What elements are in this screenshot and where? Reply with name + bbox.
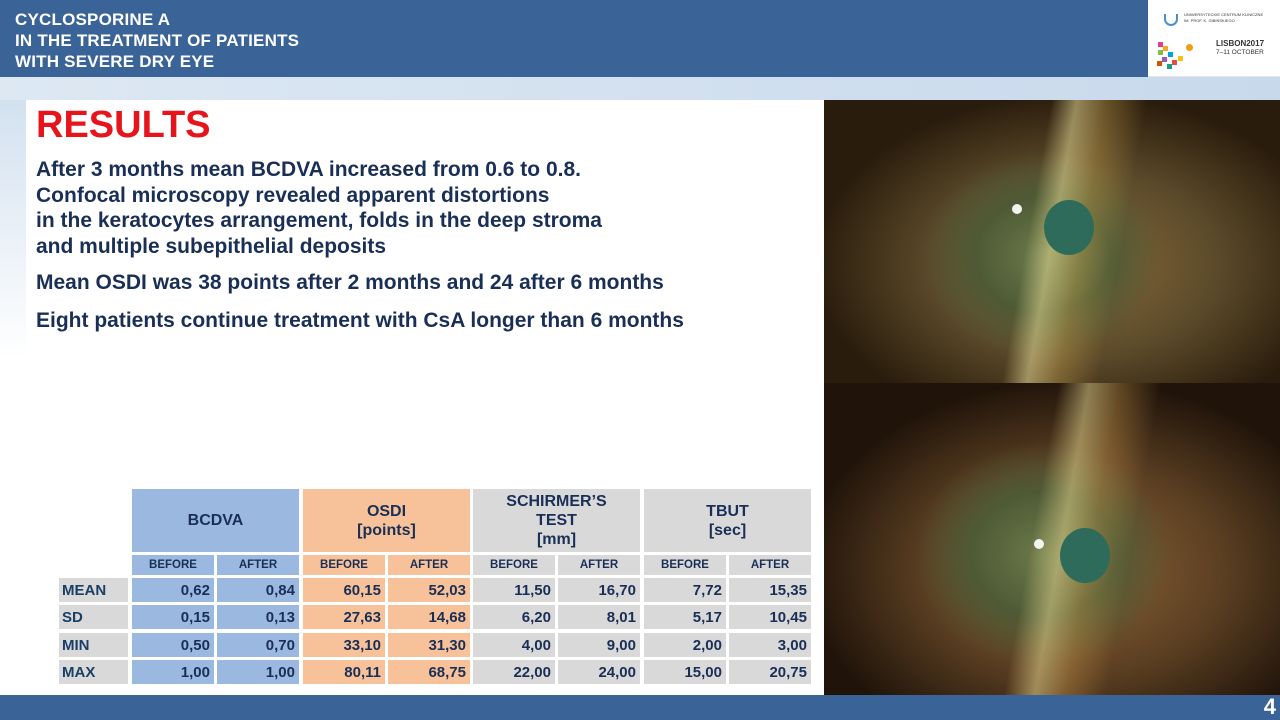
page-number: 4 <box>1263 694 1276 719</box>
table-cell: 24,00 <box>558 660 640 684</box>
table-cell: 33,10 <box>303 633 385 657</box>
table-cell: 5,17 <box>644 605 726 629</box>
table-cell: 1,00 <box>132 660 214 684</box>
pupil-shape <box>1060 528 1110 583</box>
logo-dates-text: 7–11 OCTOBER <box>1216 49 1264 56</box>
table-group-header-line: [points] <box>357 521 416 539</box>
eye-photographs <box>824 100 1280 695</box>
table-cell: 52,03 <box>388 578 470 602</box>
paragraph-line: and multiple subepithelial deposits <box>36 234 387 258</box>
table-cell: 0,84 <box>217 578 299 602</box>
table-cell: 60,15 <box>303 578 385 602</box>
table-cell: 6,20 <box>473 605 555 629</box>
table-group-header: BCDVA <box>132 489 299 552</box>
table-subheader: AFTER <box>217 555 299 575</box>
results-paragraph-3: Eight patients continue treatment with C… <box>36 309 684 332</box>
table-cell: 0,13 <box>217 605 299 629</box>
paragraph-line: in the keratocytes arrangement, folds in… <box>36 209 602 232</box>
logo-text-line-2: IM. PROF. K. GIBIŃSKIEGO <box>1184 18 1235 23</box>
table-subheader: BEFORE <box>303 555 385 575</box>
table-cell: 20,75 <box>729 660 811 684</box>
table-group-header-line: OSDI <box>366 502 407 520</box>
logo-lisbon-text: LISBON2017 <box>1216 39 1265 48</box>
header-title-line-1: CYCLOSPORINE A <box>15 10 171 29</box>
table-cell: 22,00 <box>473 660 555 684</box>
logo-text-line-1: UNIWERSYTECKIE CENTRUM KLINICZNE <box>1184 12 1264 17</box>
table-group-header: SCHIRMER’S TEST [mm] <box>473 489 640 552</box>
results-paragraph-1: After 3 months mean BCDVA increased from… <box>36 157 602 259</box>
table-cell: 27,63 <box>303 605 385 629</box>
table-cell: 11,50 <box>473 578 555 602</box>
paragraph-line: After 3 months mean BCDVA increased from… <box>36 158 581 181</box>
header-title-line-3: WITH SEVERE DRY EYE <box>15 52 215 71</box>
table-cell: 0,15 <box>132 605 214 629</box>
table-cell: 80,11 <box>303 660 385 684</box>
table-cell: 15,00 <box>644 660 726 684</box>
table-subheader: AFTER <box>729 555 811 575</box>
results-paragraph-2: Mean OSDI was 38 points after 2 months a… <box>36 271 664 294</box>
table-subheader: BEFORE <box>132 555 214 575</box>
left-decorative-fade <box>0 100 26 360</box>
header-bar: CYCLOSPORINE A IN THE TREATMENT OF PATIE… <box>0 0 1148 77</box>
paragraph-line: Confocal microscopy revealed apparent di… <box>36 183 550 207</box>
table-cell: 16,70 <box>558 578 640 602</box>
pupil-shape <box>1044 200 1094 255</box>
table-group-header-line: BCDVA <box>187 512 244 529</box>
table-row-label: SD <box>59 605 128 629</box>
table-group-header-line: TBUT <box>706 502 749 520</box>
eye-photo-bottom <box>824 383 1280 695</box>
corneal-reflection <box>1012 204 1022 214</box>
table-group-header-line: TEST <box>536 512 577 529</box>
table-group-header-line: [mm] <box>536 531 577 548</box>
eye-photo-top <box>824 100 1280 383</box>
header-band <box>0 77 1280 100</box>
table-cell: 0,70 <box>217 633 299 657</box>
table-subheader: AFTER <box>558 555 640 575</box>
table-cell: 7,72 <box>644 578 726 602</box>
table-cell: 10,45 <box>729 605 811 629</box>
table-cell: 14,68 <box>388 605 470 629</box>
table-cell: 31,30 <box>388 633 470 657</box>
table-subheader: AFTER <box>388 555 470 575</box>
table-group-header-line: [sec] <box>708 521 747 539</box>
table-cell: 8,01 <box>558 605 640 629</box>
table-cell: 4,00 <box>473 633 555 657</box>
table-subheader: BEFORE <box>473 555 555 575</box>
table-cell: 3,00 <box>729 633 811 657</box>
table-group-header: OSDI [points] <box>303 489 470 552</box>
table-group-header: TBUT [sec] <box>644 489 811 552</box>
table-row-label: MIN <box>59 633 128 657</box>
table-cell: 2,00 <box>644 633 726 657</box>
table-group-header-line: SCHIRMER’S <box>506 493 607 510</box>
header-title-line-2: IN THE TREATMENT OF PATIENTS <box>15 31 300 50</box>
table-cell: 0,62 <box>132 578 214 602</box>
footer-bar <box>0 695 1280 720</box>
results-heading: RESULTS <box>36 104 211 146</box>
corneal-reflection <box>1034 539 1044 549</box>
table-cell: 68,75 <box>388 660 470 684</box>
table-row-label: MAX <box>59 660 128 684</box>
table-cell: 0,50 <box>132 633 214 657</box>
table-cell: 9,00 <box>558 633 640 657</box>
table-cell: 15,35 <box>729 578 811 602</box>
table-subheader: BEFORE <box>644 555 726 575</box>
table-cell: 1,00 <box>217 660 299 684</box>
table-row-label: MEAN <box>59 578 128 602</box>
conference-logo: UNIWERSYTECKIE CENTRUM KLINICZNE IM. PRO… <box>1148 0 1280 77</box>
university-logo-icon <box>1164 14 1178 26</box>
